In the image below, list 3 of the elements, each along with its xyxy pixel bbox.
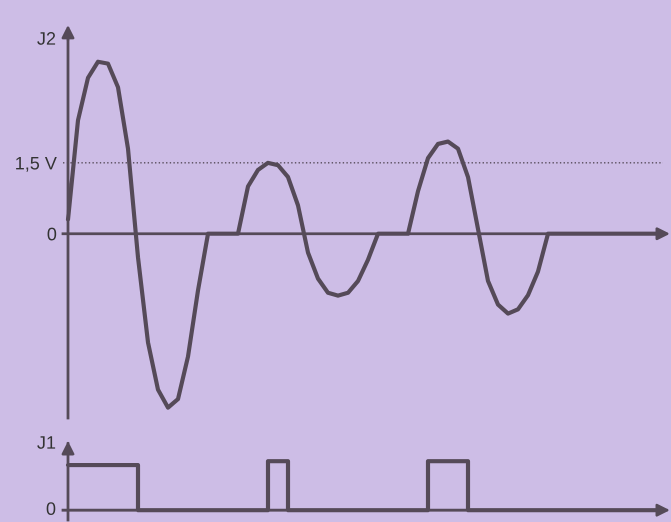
y-axis-title: J1	[37, 436, 56, 449]
y-axis-title: J2	[37, 32, 56, 45]
y-tick-label: 1,5 V	[16, 156, 57, 172]
